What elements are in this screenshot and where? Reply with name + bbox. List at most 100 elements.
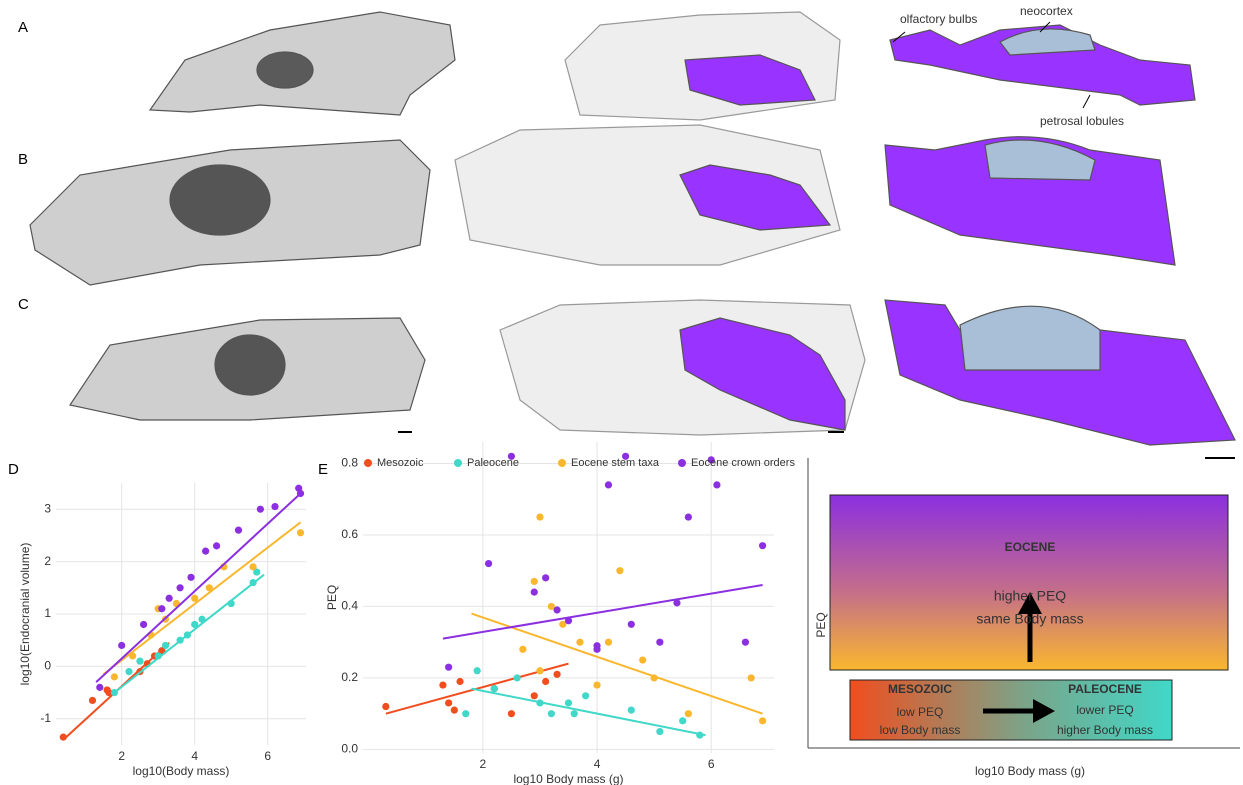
point [742,639,749,646]
point [656,639,663,646]
panel-label: A [18,19,28,36]
point [202,548,209,555]
point [748,674,755,681]
annotation: petrosal lobules [1040,114,1124,128]
x-tick-label: 4 [594,757,601,771]
legend-label: Eocene stem taxa [571,457,660,469]
annotation: neocortex [1020,4,1073,18]
point [125,668,132,675]
point [162,642,169,649]
point [531,589,538,596]
x-tick-label: 4 [191,749,198,763]
point [605,481,612,488]
point [508,453,515,460]
legend-swatch [454,459,462,467]
y-tick-label: 0.6 [341,527,358,541]
legend-label: Mesozoic [377,457,424,469]
point [713,481,720,488]
point [565,699,572,706]
point [118,642,125,649]
diagram-title: EOCENE [1005,540,1056,554]
x-tick-label: 6 [264,749,271,763]
y-tick-label: -1 [40,711,51,725]
diagram-text: low PEQ [897,705,944,719]
point [531,578,538,585]
point [213,542,220,549]
y-tick-label: 1 [44,606,51,620]
point [462,710,469,717]
point [536,513,543,520]
point [491,685,498,692]
legend-swatch [364,459,372,467]
point [89,697,96,704]
point [271,503,278,510]
axis-label: log10 Body mass (g) [513,772,623,785]
y-tick-label: 0.0 [341,742,358,756]
point [536,667,543,674]
y-tick-label: 2 [44,554,51,568]
point [474,667,481,674]
point [166,595,173,602]
point [593,646,600,653]
diagram-title: PALEOCENE [1068,682,1142,696]
point [542,678,549,685]
annotation: olfactory bulbs [900,12,977,26]
y-tick-label: 0.2 [341,670,358,684]
point [679,717,686,724]
diagram-text: higher Body mass [1057,723,1153,737]
point [257,506,264,513]
point [548,710,555,717]
panel-label: C [18,296,29,313]
skull-illustrations [30,12,1235,458]
point [576,639,583,646]
diagram-text: same Body mass [976,611,1083,627]
point [176,584,183,591]
point [485,560,492,567]
point [582,692,589,699]
point [622,453,629,460]
y-tick-label: 0.8 [341,456,358,470]
point [140,621,147,628]
point [136,658,143,665]
point [759,717,766,724]
x-tick-label: 6 [708,757,715,771]
point [593,681,600,688]
point [605,639,612,646]
diagram-title: MESOZOIC [888,682,952,696]
point [656,728,663,735]
legend-label: Eocene crown orders [691,457,795,469]
axis-label: PEQ [325,585,339,610]
point [158,605,165,612]
point [616,567,623,574]
point [685,513,692,520]
point [514,674,521,681]
diagram-text: low Body mass [880,723,961,737]
point [111,673,118,680]
x-tick-label: 2 [480,757,487,771]
figure: olfactory bulbs neocortex petrosal lobul… [0,0,1243,785]
point [451,707,458,714]
point [759,542,766,549]
axis-label: log10 Body mass (g) [975,764,1085,778]
point [456,678,463,685]
axis-label: PEQ [814,612,828,637]
point [542,574,549,581]
point [96,684,103,691]
point [519,646,526,653]
y-tick-label: 3 [44,501,51,515]
point [553,671,560,678]
diagram-text: lower PEQ [1076,703,1133,717]
y-tick-label: 0.4 [341,599,358,613]
point [571,710,578,717]
x-tick-label: 2 [118,749,125,763]
point [445,664,452,671]
legend-swatch [678,459,686,467]
point [235,527,242,534]
point [187,574,194,581]
point [628,621,635,628]
point [639,656,646,663]
point [508,710,515,717]
point [382,703,389,710]
point [685,710,692,717]
point [628,707,635,714]
